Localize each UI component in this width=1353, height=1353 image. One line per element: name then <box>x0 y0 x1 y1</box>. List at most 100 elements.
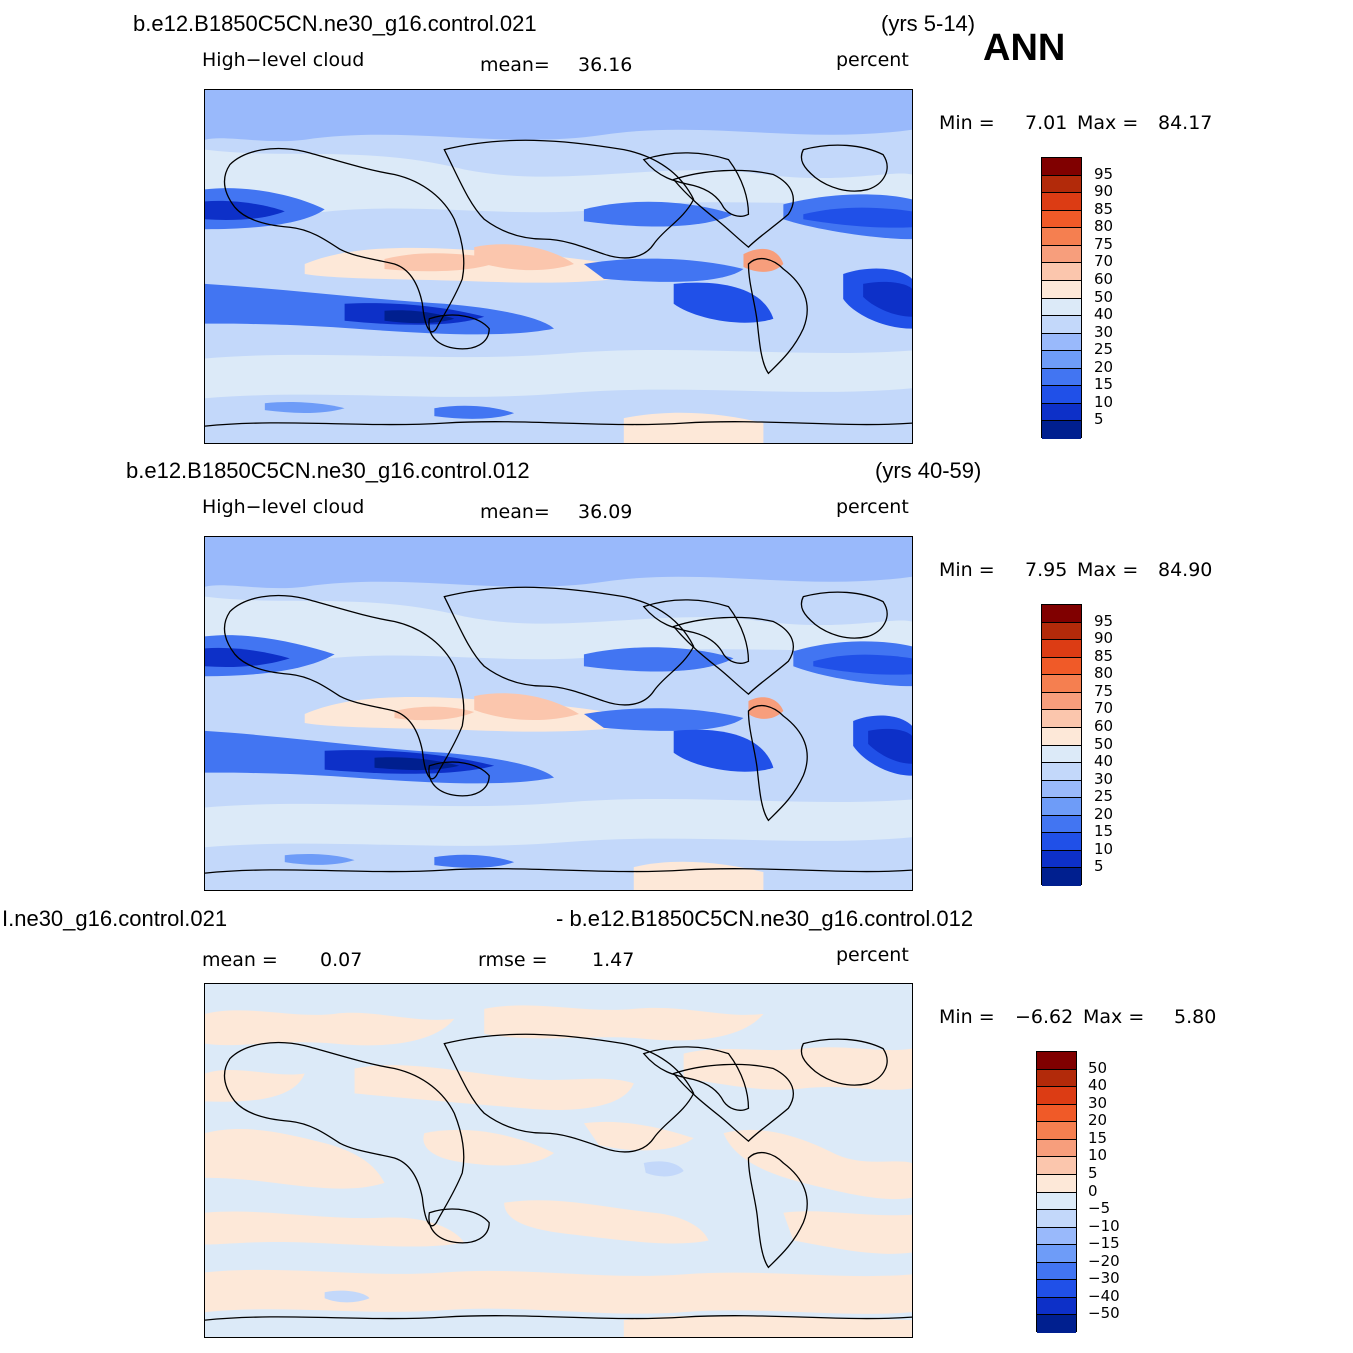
colorbar-swatch <box>1042 210 1081 229</box>
colorbar-swatch <box>1042 333 1081 352</box>
panel3-min-label: Min = <box>939 1006 995 1028</box>
colorbar-swatch <box>1042 657 1081 676</box>
colorbar-swatch <box>1042 351 1081 369</box>
colorbar-tick-label: −20 <box>1088 1251 1120 1270</box>
colorbar-tick-label: 80 <box>1094 664 1114 683</box>
colorbar-swatch <box>1042 780 1081 799</box>
colorbar-swatch <box>1042 798 1081 816</box>
colorbar-tick-label: 95 <box>1094 611 1114 630</box>
colorbar-swatch <box>1042 692 1081 711</box>
colorbar-tick-label: −5 <box>1088 1199 1111 1218</box>
panel3-map <box>204 983 913 1338</box>
colorbar-swatch <box>1042 850 1081 869</box>
panel3-case-title-left: І.ne30_g16.control.021 <box>2 906 228 931</box>
colorbar-tick-label: 85 <box>1094 646 1114 665</box>
colorbar-swatch <box>1042 280 1081 299</box>
colorbar-swatch <box>1042 316 1081 334</box>
colorbar-swatch <box>1042 228 1081 246</box>
colorbar-swatch <box>1042 421 1081 439</box>
panel1-units: percent <box>836 49 909 71</box>
panel2-variable: High−level cloud <box>202 496 365 518</box>
colorbar-tick-label: 40 <box>1088 1076 1108 1095</box>
colorbar-tick-label: 75 <box>1094 234 1114 253</box>
colorbar-tick-label: 10 <box>1094 839 1114 858</box>
colorbar-swatch <box>1042 868 1081 886</box>
colorbar-swatch <box>1037 1245 1076 1263</box>
colorbar-tick-label: 5 <box>1094 857 1104 876</box>
colorbar-tick-label: 5 <box>1094 410 1104 429</box>
panel2-mean-label: mean= <box>480 501 550 523</box>
panel3-max-value: 5.80 <box>1174 1006 1217 1028</box>
colorbar-tick-label: 60 <box>1094 716 1114 735</box>
colorbar-swatch <box>1037 1174 1076 1193</box>
panel3-min-value: −6.62 <box>1015 1006 1074 1028</box>
colorbar-tick-label: 0 <box>1088 1181 1098 1200</box>
panel2-years: (yrs 40-59) <box>875 458 982 483</box>
colorbar-swatch <box>1042 386 1081 404</box>
colorbar-swatch <box>1042 622 1081 641</box>
panel3-mean-label: mean = <box>202 949 278 971</box>
colorbar-tick-label: 30 <box>1094 769 1114 788</box>
colorbar-tick-label: 50 <box>1094 287 1114 306</box>
colorbar-swatch <box>1042 815 1081 834</box>
colorbar-tick-label: 40 <box>1094 305 1114 324</box>
colorbar-swatch <box>1042 403 1081 422</box>
colorbar-swatch <box>1037 1192 1076 1211</box>
panel2-max-label: Max = <box>1077 559 1139 581</box>
season-label: ANN <box>983 27 1066 69</box>
panel2-map-field <box>205 537 912 890</box>
panel1-colorbar <box>1041 157 1082 439</box>
colorbar-tick-label: 50 <box>1094 734 1114 753</box>
colorbar-swatch <box>1037 1280 1076 1298</box>
colorbar-swatch <box>1037 1069 1076 1088</box>
colorbar-swatch <box>1042 605 1081 623</box>
colorbar-tick-label: 60 <box>1094 269 1114 288</box>
colorbar-swatch <box>1037 1157 1076 1175</box>
colorbar-tick-label: 15 <box>1088 1128 1108 1147</box>
colorbar-swatch <box>1042 158 1081 176</box>
colorbar-tick-label: 10 <box>1094 392 1114 411</box>
panel3-rmse-value: 1.47 <box>592 949 635 971</box>
colorbar-tick-label: 95 <box>1094 164 1114 183</box>
colorbar-tick-label: 20 <box>1094 804 1114 823</box>
colorbar-tick-label: 70 <box>1094 252 1114 271</box>
colorbar-tick-label: 15 <box>1094 375 1114 394</box>
colorbar-tick-label: 25 <box>1094 340 1114 359</box>
colorbar-swatch <box>1037 1297 1076 1316</box>
colorbar-tick-label: 30 <box>1088 1093 1108 1112</box>
colorbar-tick-label: 10 <box>1088 1146 1108 1165</box>
panel1-min-label: Min = <box>939 112 995 134</box>
colorbar-swatch <box>1037 1262 1076 1281</box>
colorbar-swatch <box>1042 833 1081 851</box>
colorbar-tick-label: 75 <box>1094 681 1114 700</box>
panel3-units: percent <box>836 944 909 966</box>
panel1-map <box>204 89 913 444</box>
colorbar-tick-label: 90 <box>1094 629 1114 648</box>
panel1-max-value: 84.17 <box>1158 112 1213 134</box>
panel3-rmse-label: rmse = <box>478 949 548 971</box>
panel3-mean-value: 0.07 <box>320 949 363 971</box>
panel2-map <box>204 536 913 891</box>
colorbar-swatch <box>1037 1052 1076 1070</box>
colorbar-swatch <box>1037 1104 1076 1123</box>
colorbar-tick-label: 20 <box>1088 1111 1108 1130</box>
panel2-mean-value: 36.09 <box>578 501 633 523</box>
colorbar-tick-label: 80 <box>1094 217 1114 236</box>
colorbar-tick-label: 20 <box>1094 357 1114 376</box>
colorbar-swatch <box>1037 1210 1076 1228</box>
colorbar-tick-label: 40 <box>1094 752 1114 771</box>
colorbar-tick-label: 90 <box>1094 182 1114 201</box>
colorbar-tick-label: 50 <box>1088 1058 1108 1077</box>
panel1-variable: High−level cloud <box>202 49 365 71</box>
panel1-min-value: 7.01 <box>1025 112 1068 134</box>
panel2-colorbar <box>1041 604 1082 886</box>
panel2-min-value: 7.95 <box>1025 559 1068 581</box>
panel1-mean-value: 36.16 <box>578 54 633 76</box>
colorbar-tick-label: 5 <box>1088 1163 1098 1182</box>
panel2-max-value: 84.90 <box>1158 559 1213 581</box>
colorbar-swatch <box>1042 763 1081 781</box>
colorbar-tick-label: −30 <box>1088 1269 1120 1288</box>
colorbar-tick-label: 15 <box>1094 822 1114 841</box>
colorbar-tick-label: −40 <box>1088 1286 1120 1305</box>
colorbar-swatch <box>1042 298 1081 317</box>
